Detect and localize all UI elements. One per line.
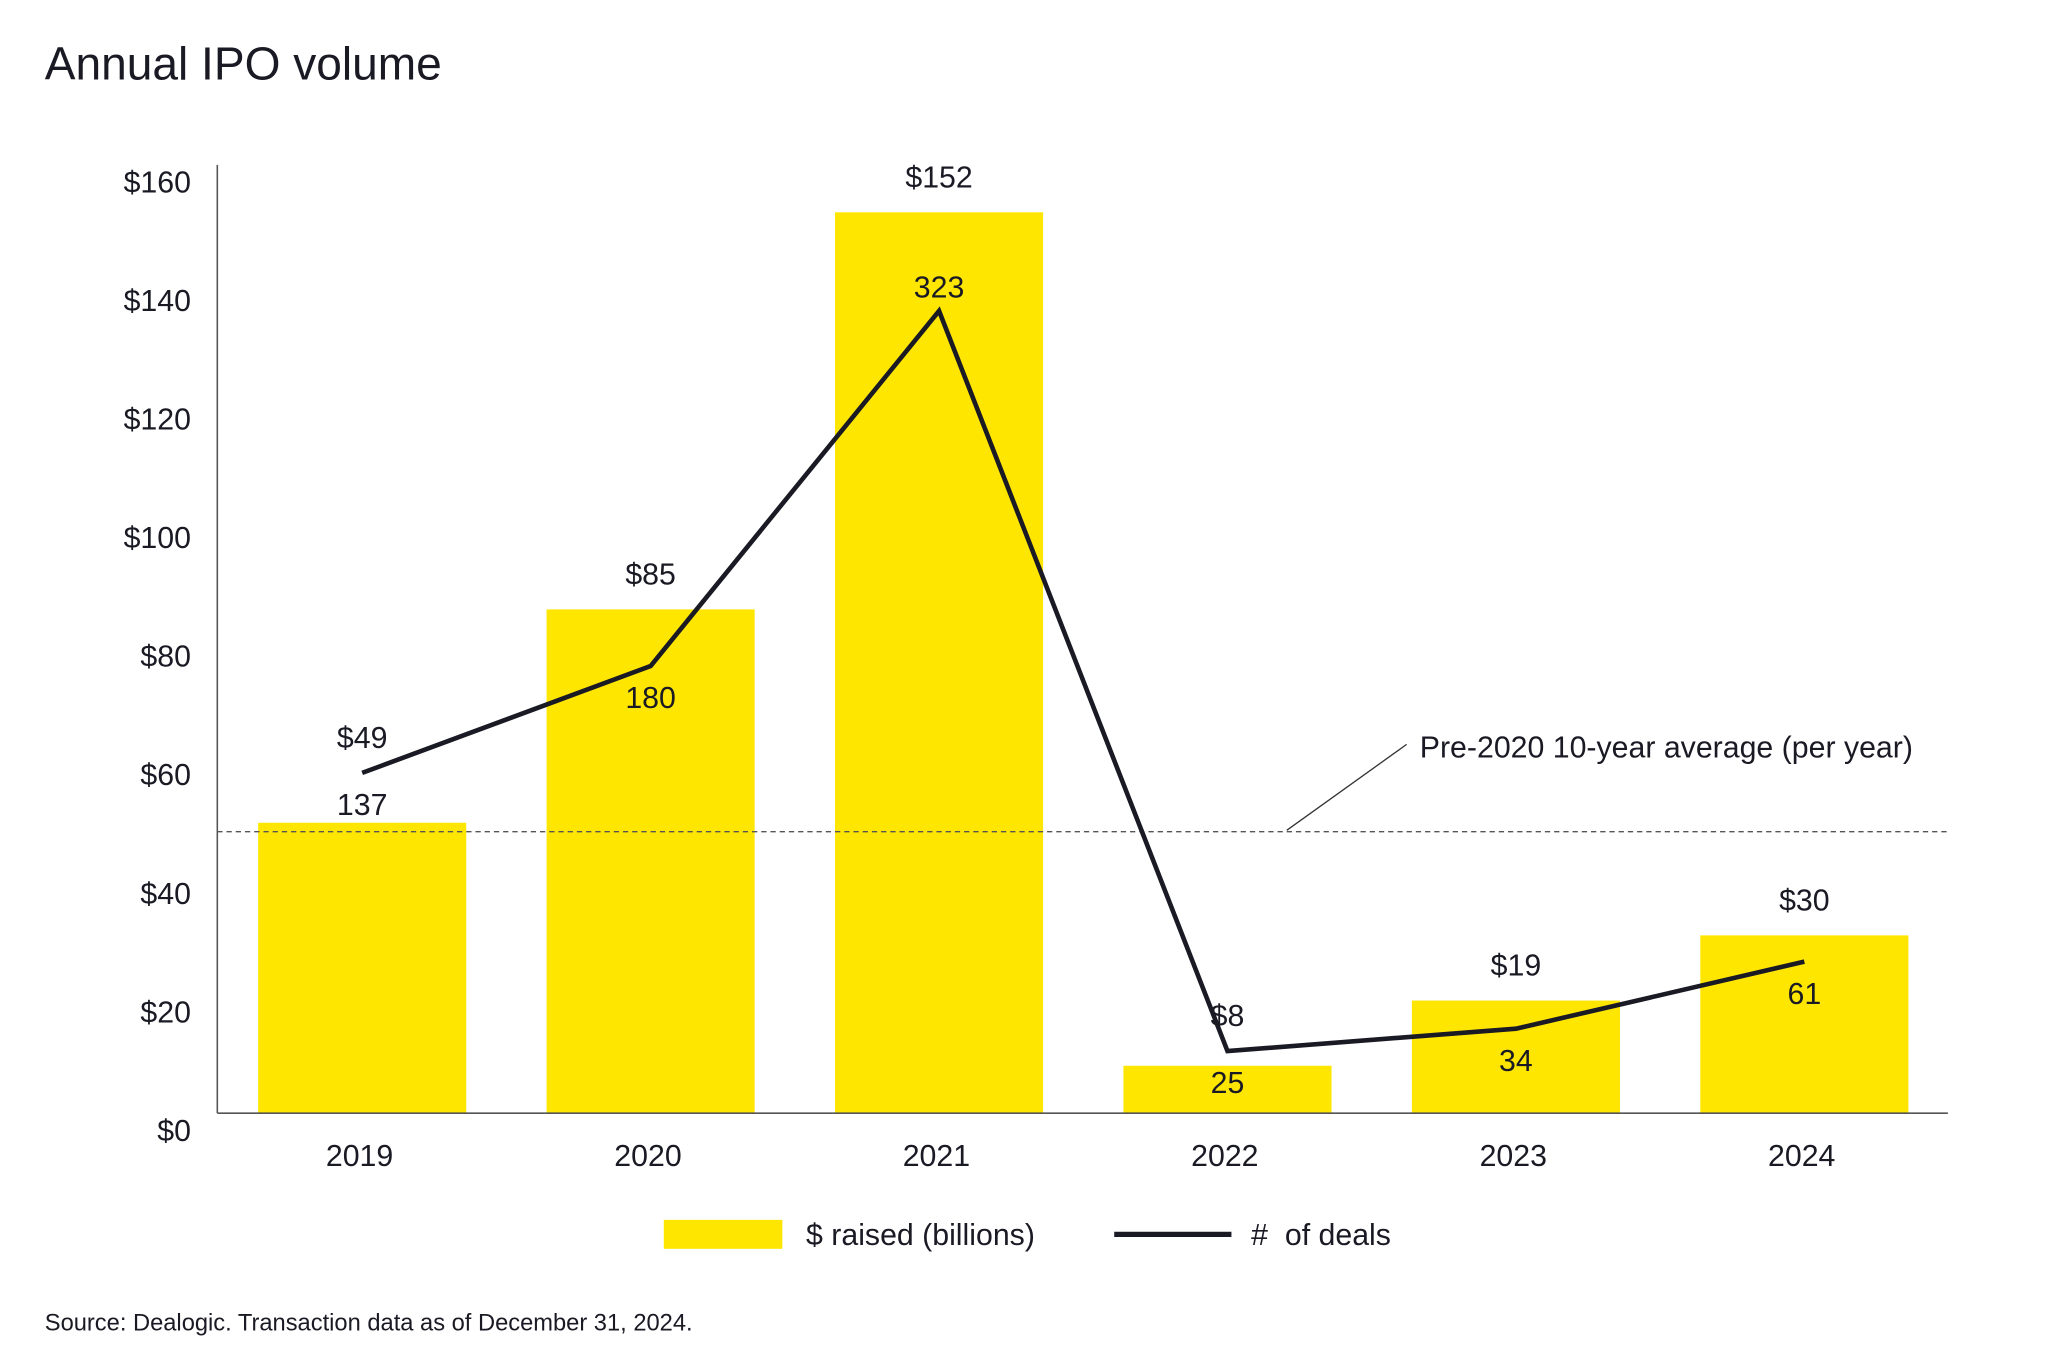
bars: [258, 212, 1909, 1114]
deals-line: [361, 306, 1805, 1054]
deals-value-label: 25: [1211, 1067, 1245, 1100]
x-tick-label: 2021: [903, 1140, 970, 1173]
bar-value-label: $19: [1491, 950, 1542, 983]
legend-label-deals: # of deals: [1251, 1219, 1391, 1252]
x-tick-label: 2019: [326, 1140, 393, 1173]
bar-value-label: $85: [625, 558, 676, 591]
x-tick-label: 2022: [1191, 1140, 1258, 1173]
bar-2024: [1700, 935, 1909, 1114]
x-tick-label: 2023: [1480, 1140, 1547, 1173]
bar-2021: [835, 212, 1044, 1114]
deals-value-label: 180: [625, 682, 676, 715]
bar-value-label: $30: [1779, 884, 1830, 917]
bar-value-label: $152: [905, 161, 972, 194]
y-tick-label: $0: [157, 1115, 191, 1148]
reference-leader-line: [1286, 743, 1407, 831]
y-tick-label: $60: [140, 759, 191, 792]
y-tick-label: $100: [124, 522, 191, 555]
bar-2023: [1411, 1000, 1620, 1114]
deals-value-label: 61: [1788, 978, 1822, 1011]
legend-label-raised: $ raised (billions): [806, 1219, 1035, 1252]
y-tick-label: $140: [124, 285, 191, 318]
source-note: Source: Dealogic. Transaction data as of…: [45, 1310, 693, 1336]
legend: $ raised (billions) # of deals: [663, 1219, 1391, 1252]
y-tick-label: $120: [124, 404, 191, 437]
reference-label: Pre-2020 10-year average (per year): [1420, 732, 1913, 765]
y-tick-label: $40: [140, 878, 191, 911]
legend-swatch-raised: [663, 1219, 783, 1249]
deals-value-label: 137: [337, 789, 388, 822]
y-tick-label: $160: [124, 167, 191, 200]
y-tick-label: $20: [140, 996, 191, 1029]
bar-value-label: $49: [337, 722, 388, 755]
x-tick-label: 2024: [1768, 1140, 1835, 1173]
bar-value-label: $8: [1211, 1000, 1245, 1033]
bar-2022: [1123, 1065, 1332, 1114]
deals-value-label: 323: [914, 272, 965, 305]
chart-title: Annual IPO volume: [45, 37, 442, 89]
y-axis-ticks: $0 $20 $40 $60 $80 $100 $120 $140 $160: [124, 167, 191, 1148]
bar-2019: [258, 822, 467, 1114]
y-tick-label: $80: [140, 641, 191, 674]
data-labels: $49 137 $85 180 $152 323 $8 25 $19 34 $30 61: [337, 161, 1830, 1100]
deals-value-label: 34: [1499, 1045, 1533, 1078]
x-axis-ticks: 2019 2020 2021 2022 2023 2024: [326, 1140, 1836, 1173]
x-tick-label: 2020: [614, 1140, 681, 1173]
